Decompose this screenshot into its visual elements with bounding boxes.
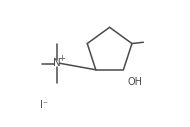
Text: +: + xyxy=(58,54,65,63)
Text: N: N xyxy=(53,59,61,68)
Text: OH: OH xyxy=(127,77,142,87)
Text: I⁻: I⁻ xyxy=(40,100,48,110)
